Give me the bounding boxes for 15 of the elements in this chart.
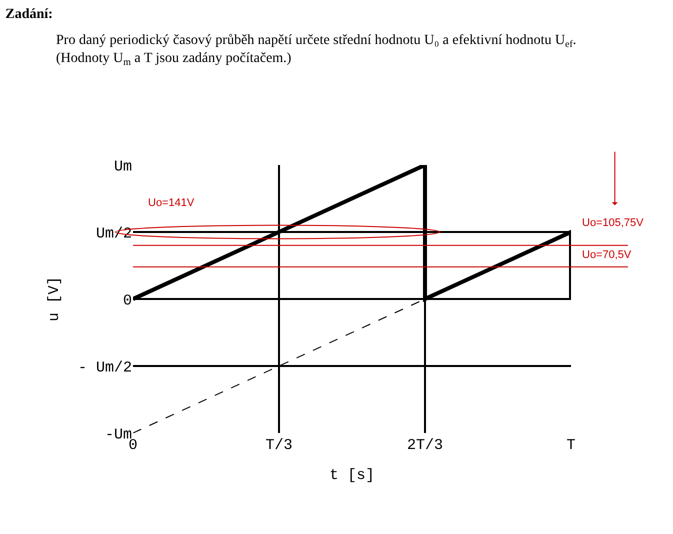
text: Um/2	[96, 225, 132, 242]
x-axis-title: t [s]	[329, 467, 375, 484]
annotation: Uo=141V	[148, 197, 195, 209]
text: 0	[122, 292, 132, 310]
text: Um	[114, 158, 132, 176]
text: Uo=105,75V	[582, 217, 644, 229]
text: - Um/2	[78, 359, 132, 376]
x-tick-label: T	[566, 437, 576, 454]
x-tick-label: T/3	[265, 437, 293, 454]
x-tick-label: 0	[128, 437, 138, 454]
text: Uo=70,5V	[582, 249, 632, 261]
y-axis-title: u [V]	[46, 276, 64, 322]
chart-title: Zadání:	[5, 6, 53, 22]
x-tick-label: 2T/3	[406, 437, 444, 454]
text: Pro daný periodický časový průběh napětí určete střední hodnotu U₀ a efektivní hodnotu U$_{ef}$. (Hodnoty U$_{m}$ a T jsou zadány počítačem.)	[56, 33, 576, 68]
